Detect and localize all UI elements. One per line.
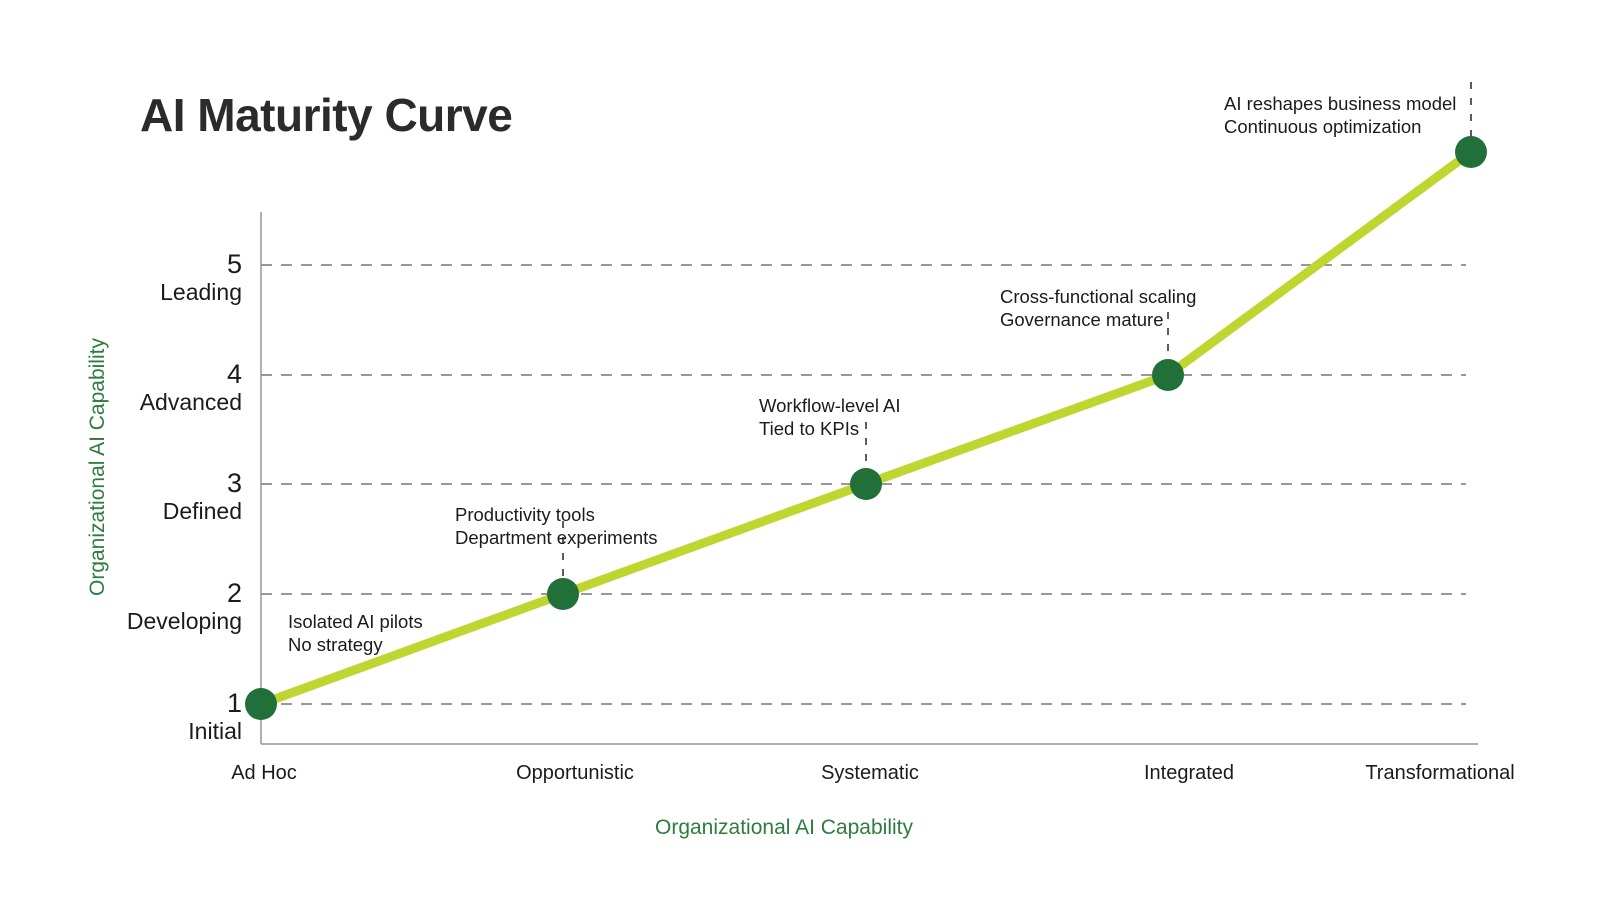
data-point-opportunistic[interactable] (547, 578, 579, 610)
data-point-systematic[interactable] (850, 468, 882, 500)
y-tick-4-stage: Advanced (139, 389, 242, 415)
data-point-integrated[interactable] (1152, 359, 1184, 391)
annotation-transformational-line2: Continuous optimization (1224, 116, 1422, 137)
y-tick-5: 5 Leading (122, 250, 242, 306)
x-tick-transformational: Transformational (1365, 762, 1515, 784)
y-tick-2-value: 2 (226, 578, 242, 608)
annotation-systematic: Workflow-level AI Tied to KPIs (759, 394, 901, 440)
x-tick-ad-hoc: Ad Hoc (231, 762, 297, 784)
annotation-systematic-line1: Workflow-level AI (759, 395, 901, 416)
y-tick-1-stage: Initial (188, 718, 242, 744)
y-tick-5-value: 5 (226, 249, 242, 279)
y-tick-1-value: 1 (226, 688, 242, 718)
annotation-opportunistic-line1: Productivity tools (455, 504, 595, 525)
data-point-markers (245, 136, 1487, 720)
x-axis-title: Organizational AI Capability (655, 816, 913, 839)
annotation-integrated-line2: Governance mature (1000, 309, 1164, 330)
annotation-transformational-line1: AI reshapes business model (1224, 93, 1457, 114)
annotation-ad-hoc: Isolated AI pilots No strategy (288, 610, 423, 656)
y-tick-2-stage: Developing (126, 608, 242, 634)
data-point-transformational[interactable] (1455, 136, 1487, 168)
y-tick-3-stage: Defined (162, 498, 242, 524)
data-point-ad-hoc[interactable] (245, 688, 277, 720)
y-tick-5-stage: Leading (160, 279, 242, 305)
x-tick-integrated: Integrated (1143, 762, 1235, 784)
annotation-opportunistic: Productivity tools Department experiment… (455, 503, 658, 549)
y-tick-4: 4 Advanced (102, 360, 242, 416)
annotation-integrated-line1: Cross-functional scaling (1000, 286, 1197, 307)
y-tick-4-value: 4 (226, 359, 242, 389)
annotation-systematic-line2: Tied to KPIs (759, 418, 860, 439)
y-tick-1: 1 Initial (122, 689, 242, 745)
annotation-transformational: AI reshapes business model Continuous op… (1224, 92, 1456, 138)
annotation-integrated: Cross-functional scaling Governance matu… (1000, 285, 1196, 331)
annotation-ad-hoc-line2: No strategy (288, 634, 383, 655)
y-tick-2: 2 Developing (62, 579, 242, 635)
annotation-ad-hoc-line1: Isolated AI pilots (288, 611, 423, 632)
annotation-leader-lines (562, 82, 1472, 586)
y-tick-3: 3 Defined (102, 469, 242, 525)
page-title: AI Maturity Curve (140, 89, 513, 141)
annotation-opportunistic-line2: Department experiments (455, 527, 658, 548)
x-tick-systematic: Systematic (821, 762, 919, 784)
y-tick-3-value: 3 (226, 468, 242, 498)
x-tick-opportunistic: Opportunistic (516, 762, 634, 784)
